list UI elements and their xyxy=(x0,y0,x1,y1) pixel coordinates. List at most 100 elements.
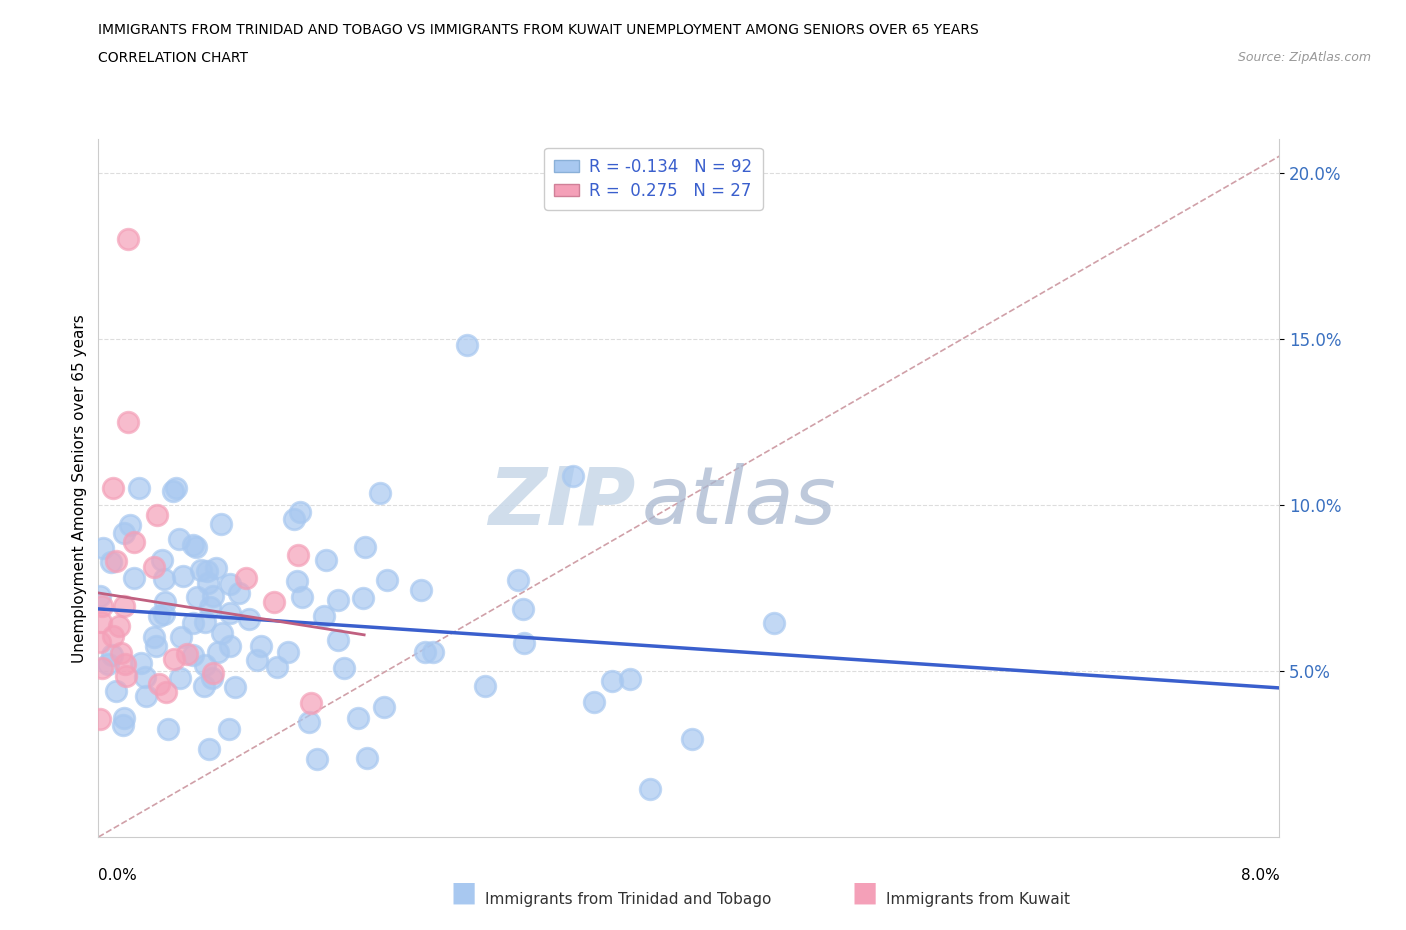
Point xyxy=(167,532,190,547)
Point xyxy=(122,570,145,585)
Point xyxy=(209,517,232,532)
Point xyxy=(198,599,221,614)
Point xyxy=(513,636,536,651)
Point xyxy=(100,555,122,570)
Point xyxy=(197,576,219,591)
Point xyxy=(583,695,606,710)
Text: ■: ■ xyxy=(852,879,877,907)
Point xyxy=(89,615,111,630)
Point xyxy=(110,646,132,661)
Point xyxy=(238,612,260,627)
Point xyxy=(619,671,641,686)
Point xyxy=(354,539,377,554)
Point xyxy=(235,570,257,585)
Point xyxy=(194,658,217,672)
Point xyxy=(128,481,150,496)
Point xyxy=(183,538,205,553)
Point xyxy=(146,508,169,523)
Point xyxy=(277,644,299,659)
Point xyxy=(201,671,224,686)
Point xyxy=(112,598,135,613)
Point xyxy=(474,679,496,694)
Point xyxy=(506,573,529,588)
Point xyxy=(328,633,350,648)
Point xyxy=(150,552,173,567)
Text: ■: ■ xyxy=(451,879,477,907)
Point xyxy=(91,540,114,555)
Y-axis label: Unemployment Among Seniors over 65 years: Unemployment Among Seniors over 65 years xyxy=(72,314,87,662)
Text: 8.0%: 8.0% xyxy=(1240,869,1279,883)
Point xyxy=(287,548,309,563)
Point xyxy=(172,569,194,584)
Point xyxy=(153,594,176,609)
Point xyxy=(202,589,225,604)
Point xyxy=(184,539,207,554)
Point xyxy=(602,673,624,688)
Point xyxy=(183,648,205,663)
Point xyxy=(205,560,228,575)
Point xyxy=(266,660,288,675)
Point xyxy=(346,711,368,725)
Point xyxy=(287,574,309,589)
Point xyxy=(326,592,349,607)
Point xyxy=(156,722,179,737)
Point xyxy=(224,680,246,695)
Point xyxy=(120,518,142,533)
Point xyxy=(145,639,167,654)
Point xyxy=(218,722,240,737)
Point xyxy=(195,564,218,578)
Point xyxy=(512,602,534,617)
Point xyxy=(218,638,240,653)
Point xyxy=(307,751,329,766)
Point xyxy=(288,505,311,520)
Point xyxy=(108,618,131,633)
Point xyxy=(763,616,786,631)
Point xyxy=(170,630,193,644)
Point xyxy=(155,684,177,699)
Point xyxy=(207,644,229,659)
Point xyxy=(193,678,215,693)
Point xyxy=(163,652,186,667)
Point xyxy=(190,563,212,578)
Point xyxy=(218,577,240,591)
Point xyxy=(104,553,127,568)
Text: 0.0%: 0.0% xyxy=(98,869,138,883)
Point xyxy=(375,573,398,588)
Point xyxy=(228,585,250,600)
Point xyxy=(176,646,198,661)
Point xyxy=(162,483,184,498)
Point xyxy=(356,751,378,765)
Point xyxy=(561,469,583,484)
Point xyxy=(638,781,661,796)
Point xyxy=(413,644,436,659)
Point xyxy=(283,512,305,526)
Point xyxy=(142,560,165,575)
Point xyxy=(298,714,321,729)
Point xyxy=(352,591,374,605)
Point xyxy=(250,639,273,654)
Point xyxy=(153,572,176,587)
Point xyxy=(291,590,314,604)
Legend: R = -0.134   N = 92, R =  0.275   N = 27: R = -0.134 N = 92, R = 0.275 N = 27 xyxy=(544,148,762,209)
Text: Immigrants from Kuwait: Immigrants from Kuwait xyxy=(886,892,1070,907)
Point xyxy=(456,338,478,352)
Point xyxy=(333,661,356,676)
Point xyxy=(115,669,138,684)
Point xyxy=(122,535,145,550)
Point xyxy=(165,481,187,496)
Point xyxy=(117,415,139,430)
Point xyxy=(202,665,225,680)
Point xyxy=(681,732,703,747)
Point xyxy=(91,660,114,675)
Point xyxy=(148,608,170,623)
Text: Immigrants from Trinidad and Tobago: Immigrants from Trinidad and Tobago xyxy=(485,892,772,907)
Text: Source: ZipAtlas.com: Source: ZipAtlas.com xyxy=(1237,51,1371,64)
Point xyxy=(169,671,191,685)
Point xyxy=(117,232,139,246)
Point xyxy=(299,696,322,711)
Point xyxy=(112,718,135,733)
Point xyxy=(194,615,217,630)
Point xyxy=(186,590,208,604)
Point xyxy=(263,594,285,609)
Point xyxy=(114,525,136,540)
